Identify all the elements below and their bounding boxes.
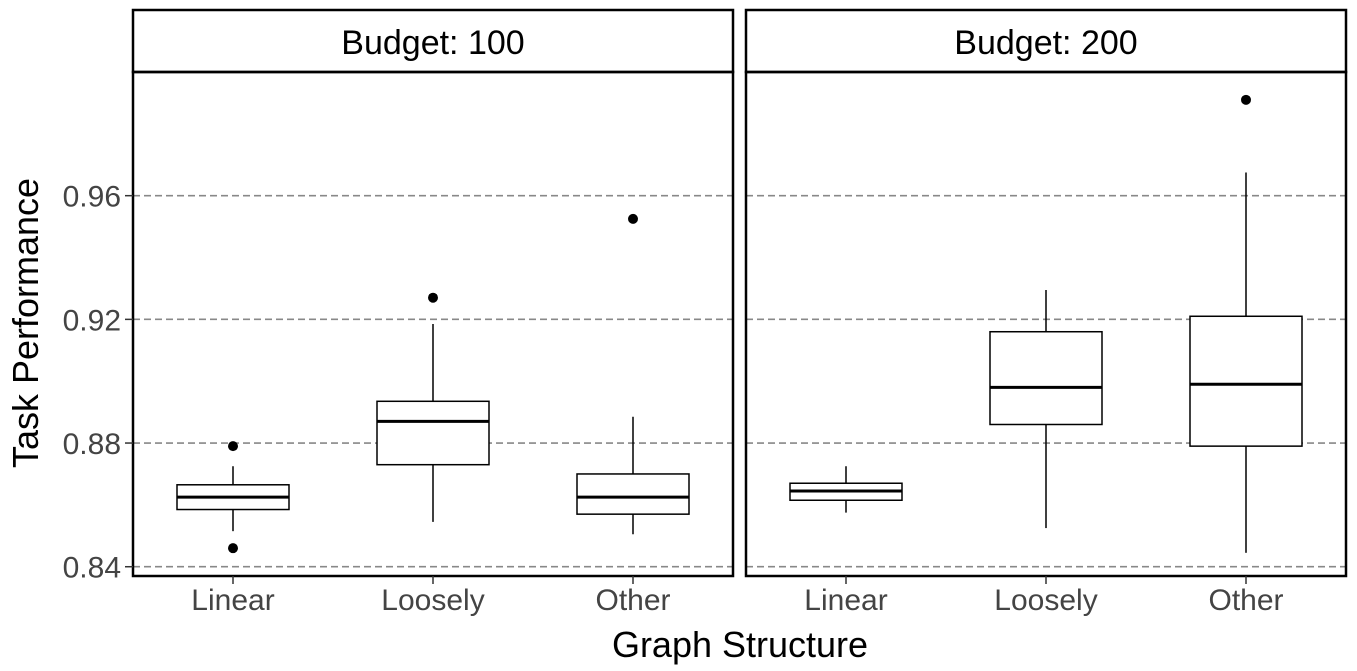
panel-title: Budget: 100 xyxy=(341,24,524,62)
y-tick-label: 0.88 xyxy=(63,428,121,461)
panel-strip xyxy=(744,8,1348,74)
x-tick-label: Other xyxy=(595,584,670,617)
panel-layer: Budget: 100 Budget: 200 xyxy=(131,8,1348,578)
panel-title: Budget: 200 xyxy=(954,24,1137,62)
box-linear xyxy=(789,466,903,513)
box-loosely xyxy=(989,289,1103,529)
outlier-point xyxy=(428,292,438,303)
outlier-point xyxy=(228,441,238,452)
box-other xyxy=(576,213,690,535)
x-tick-label: Linear xyxy=(804,584,887,617)
grid-layer xyxy=(133,194,1346,568)
x-tick-label: Loosely xyxy=(381,584,484,617)
y-axis-title: Task Performance xyxy=(5,178,46,468)
x-tick-layer: Linear Loosely Other Linear Loosely Other xyxy=(191,576,1284,617)
x-tick-label: Loosely xyxy=(994,584,1097,617)
y-tick-label: 0.96 xyxy=(63,181,121,214)
box-linear xyxy=(176,441,290,554)
box-loosely xyxy=(376,292,490,522)
box-iqr xyxy=(1189,315,1303,447)
outlier-point xyxy=(228,543,238,554)
box-iqr xyxy=(576,473,690,515)
x-axis-title: Graph Structure xyxy=(612,624,868,665)
y-tick-label: 0.92 xyxy=(63,304,121,337)
outlier-point xyxy=(1241,94,1251,105)
x-tick-label: Other xyxy=(1208,584,1283,617)
panel-1: Budget: 100 xyxy=(131,8,735,578)
y-tick-layer: 0.84 0.88 0.92 0.96 xyxy=(63,181,133,585)
box-iqr xyxy=(989,330,1103,426)
box-iqr xyxy=(376,400,490,466)
box-other xyxy=(1189,94,1303,553)
y-tick-label: 0.84 xyxy=(63,552,121,585)
outlier-point xyxy=(628,213,638,224)
panel-strip xyxy=(131,8,735,74)
x-tick-label: Linear xyxy=(191,584,274,617)
panel-2: Budget: 200 xyxy=(744,8,1348,578)
